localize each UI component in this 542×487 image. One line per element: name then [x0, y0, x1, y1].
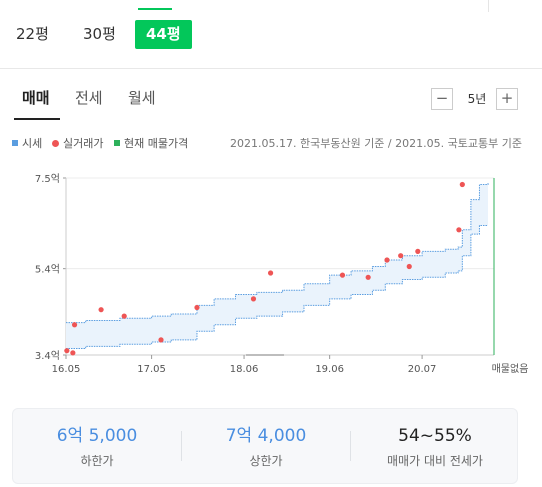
price-summary: 6억 5,000 하한가 7억 4,000 상한가 54~55% 매매가 대비 … — [12, 408, 518, 484]
actual-trade-point — [194, 304, 200, 311]
actual-trade-point — [121, 313, 127, 319]
divider — [488, 0, 489, 12]
size-tab-22[interactable]: 22평 — [16, 25, 49, 43]
stat-upper-price: 7억 4,000 상한가 — [182, 425, 350, 469]
stat-label: 매매가 대비 전세가 — [387, 454, 483, 468]
legend-item-actual-trade: 실거래가 — [52, 135, 103, 151]
period-decrease-button[interactable]: − — [431, 88, 453, 110]
actual-trade-point — [365, 274, 371, 280]
stat-label: 하한가 — [80, 454, 114, 468]
stat-value: 7억 4,000 — [225, 426, 307, 446]
stat-value: 6억 5,000 — [56, 426, 138, 446]
divider — [350, 431, 351, 461]
actual-trade-point — [250, 296, 257, 302]
legend-label: 현재 매물가격 — [124, 137, 189, 150]
actual-trade-point — [64, 348, 70, 354]
size-tabs: 22평 30평 44평 — [0, 0, 542, 60]
y-tick-label: 7.5억 — [35, 173, 60, 185]
period-value: 5년 — [467, 92, 487, 106]
actual-trade-point — [456, 227, 462, 233]
x-tick-label: 17.05 — [137, 364, 166, 375]
actual-trade-point — [267, 270, 274, 276]
actual-trade-point — [98, 307, 104, 313]
stat-value: 54~55% — [398, 426, 472, 446]
tab-monthly-rent[interactable]: 월세 — [128, 89, 156, 107]
no-listing-label: 매물없음 — [492, 362, 529, 375]
data-source-note: 2021.05.17. 한국부동산원 기준 / 2021.05. 국토교통부 기… — [230, 137, 522, 150]
tab-jeonse[interactable]: 전세 — [75, 89, 103, 107]
actual-trade-point — [71, 322, 78, 328]
x-tick-label: 18.06 — [230, 364, 259, 375]
divider — [0, 68, 542, 69]
tab-sale[interactable]: 매매 — [22, 89, 50, 107]
legend-item-market-price: 시세 — [12, 135, 42, 151]
active-tab-indicator — [138, 8, 172, 10]
actual-trade-point — [339, 272, 346, 278]
range-scroll-thumb[interactable] — [246, 354, 284, 356]
legend-label: 실거래가 — [63, 137, 104, 150]
red-dot-icon — [52, 139, 59, 147]
actual-trade-point — [384, 257, 390, 263]
y-tick-label: 3.4억 — [35, 350, 60, 362]
market-price-upper-line — [66, 182, 489, 324]
y-tick-label: 5.4억 — [35, 264, 60, 276]
green-square-icon — [114, 140, 120, 146]
actual-trade-point — [70, 350, 76, 356]
legend-label: 시세 — [22, 137, 43, 150]
price-chart: 7.5억 5.4억 3.4억 16.05 17.05 18.06 19.06 20.07 매물없… — [35, 173, 529, 375]
legend-item-listing-price: 현재 매물가격 — [114, 135, 188, 151]
x-tick-label: 16.05 — [52, 364, 81, 375]
actual-trade-point — [415, 248, 421, 254]
size-tab-44[interactable]: 44평 — [135, 20, 192, 49]
blue-square-icon — [12, 140, 18, 146]
actual-trade-point — [398, 253, 404, 259]
market-price-band — [66, 182, 489, 349]
period-increase-button[interactable]: + — [496, 88, 518, 110]
x-tick-label: 19.06 — [315, 364, 344, 375]
stat-lower-price: 6억 5,000 하한가 — [13, 425, 181, 469]
tab-underline — [14, 118, 60, 120]
actual-trade-point — [406, 263, 412, 270]
actual-trade-point — [459, 181, 465, 188]
actual-trade-point — [158, 337, 164, 343]
size-tab-30[interactable]: 30평 — [83, 25, 116, 43]
stat-jeonse-ratio: 54~55% 매매가 대비 전세가 — [351, 425, 519, 469]
deal-type-tabs: 매매 전세 월세 — [0, 80, 542, 120]
market-price-lower-line — [66, 224, 489, 350]
x-tick-label: 20.07 — [408, 364, 437, 375]
divider — [181, 431, 182, 461]
stat-label: 상한가 — [249, 454, 283, 468]
